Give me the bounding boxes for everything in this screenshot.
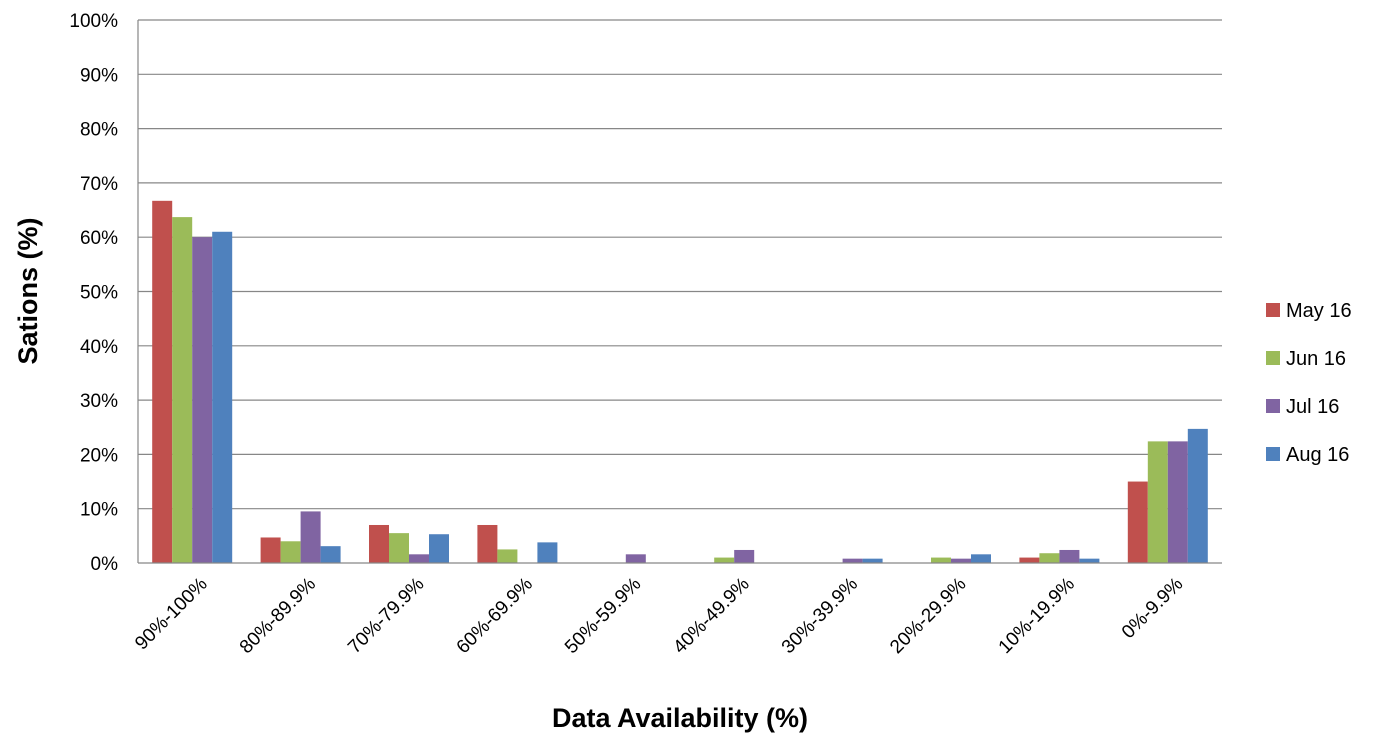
x-tick-label: 30%-39.9%: [778, 574, 862, 658]
bar: [1127, 481, 1148, 563]
y-tick-label: 50%: [80, 283, 118, 304]
bar: [951, 558, 971, 563]
bar: [429, 534, 449, 563]
x-tick-labels: 90%-100% 80%-89.9% 70%-79.9% 60%-69.9% 50%-5…: [131, 574, 1187, 658]
bar: [537, 542, 558, 563]
bar: [212, 231, 233, 563]
bar: [192, 237, 213, 563]
legend-label: Jul 16: [1286, 396, 1339, 418]
y-tick-label: 0%: [91, 554, 119, 575]
bar: [152, 200, 173, 563]
bar: [320, 546, 341, 563]
axes: [137, 20, 1222, 564]
bar: [1019, 557, 1040, 563]
y-tick-label: 10%: [80, 500, 118, 521]
bar: [714, 557, 735, 563]
bar: [862, 558, 883, 563]
bar: [1059, 549, 1080, 563]
bar: [1147, 441, 1168, 563]
x-axis-title: Data Availability (%): [552, 703, 808, 733]
bar: [280, 541, 301, 563]
x-tick-label: 90%-100%: [131, 574, 212, 655]
bar: [497, 549, 518, 563]
bar: [300, 511, 321, 563]
y-tick-label: 40%: [80, 337, 118, 358]
bar: [477, 524, 498, 563]
bar: [734, 549, 755, 563]
bar: [172, 217, 193, 563]
y-tick-label: 20%: [80, 445, 118, 466]
legend-label: Jun 16: [1286, 348, 1346, 370]
bar: [369, 524, 389, 563]
bar: [1079, 558, 1100, 563]
bars: [152, 200, 1208, 563]
legend-swatch: [1266, 447, 1280, 461]
bar: [842, 558, 863, 563]
x-tick-label: 70%-79.9%: [344, 574, 428, 658]
y-tick-label: 30%: [80, 391, 118, 412]
bar: [931, 557, 951, 563]
bar: [1187, 428, 1208, 563]
legend-swatch: [1266, 351, 1280, 365]
y-tick-label: 80%: [80, 120, 118, 141]
x-tick-label: 0%-9.9%: [1118, 574, 1187, 643]
legend-label: Aug 16: [1286, 444, 1349, 466]
x-tick-label: 40%-49.9%: [669, 574, 753, 658]
bar: [409, 554, 429, 563]
x-tick-label: 60%-69.9%: [453, 574, 537, 658]
y-tick-label: 100%: [69, 11, 118, 32]
legend: May 16 Jun 16 Jul 16 Aug 16: [1266, 300, 1352, 466]
bar: [260, 537, 281, 563]
y-tick-label: 90%: [80, 65, 118, 86]
bar: [1167, 441, 1188, 563]
x-tick-label: 80%-89.9%: [236, 574, 320, 658]
bar: [389, 533, 409, 563]
y-axis-title: Sations (%): [13, 217, 43, 364]
y-tick-label: 60%: [80, 228, 118, 249]
bar: [625, 554, 646, 563]
x-tick-label: 20%-29.9%: [886, 574, 970, 658]
bar: [1039, 553, 1060, 563]
bar: [971, 554, 991, 563]
y-tick-label: 70%: [80, 174, 118, 195]
legend-label: May 16: [1286, 300, 1352, 322]
gridlines: [138, 19, 1222, 510]
x-tick-label: 10%-19.9%: [995, 574, 1079, 658]
legend-swatch: [1266, 303, 1280, 317]
legend-swatch: [1266, 399, 1280, 413]
y-tick-labels: 0% 10% 20% 30% 40% 50% 60% 70% 80% 90% 100%: [69, 11, 118, 575]
x-tick-label: 50%-59.9%: [561, 574, 645, 658]
